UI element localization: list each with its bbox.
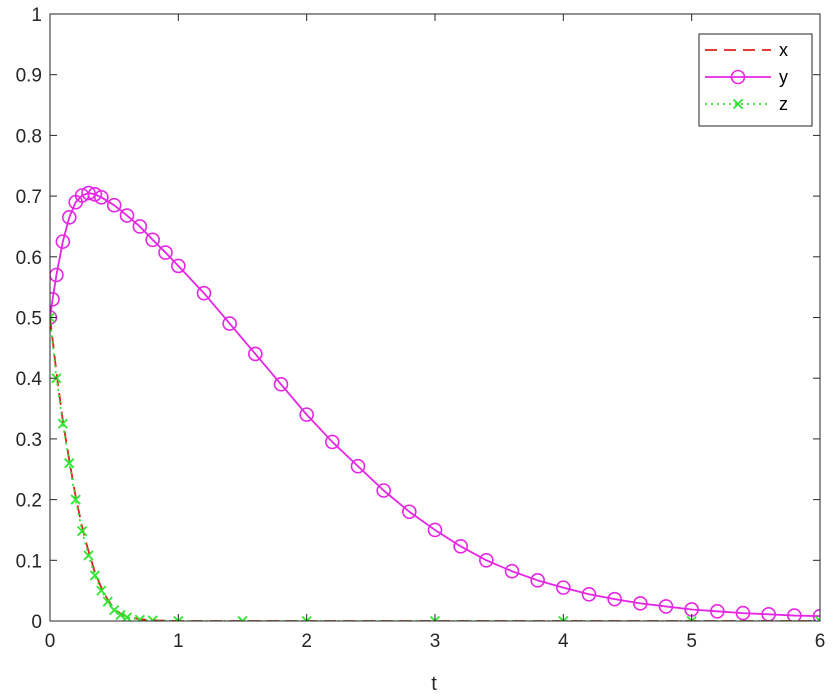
data-point-y (376, 483, 391, 498)
data-point-z (301, 615, 312, 621)
y-tick-label: 0.5 (16, 309, 42, 330)
data-point-y (196, 285, 212, 301)
legend-box (698, 33, 813, 127)
data-point-z (558, 615, 569, 621)
data-point-y (658, 599, 674, 614)
data-point-y (633, 596, 648, 611)
data-point-z (50, 312, 56, 323)
data-point-y (132, 219, 148, 234)
legend: xyz (698, 33, 813, 127)
plot-area (50, 185, 820, 621)
x-tick-label: 4 (558, 631, 569, 652)
legend-label: x (779, 40, 788, 60)
data-point-y (50, 291, 60, 307)
legend-label: y (779, 67, 788, 87)
legend-item-x: x (705, 40, 788, 60)
x-tick-label: 0 (45, 631, 56, 652)
data-point-y (427, 522, 443, 538)
data-point-y (787, 608, 802, 621)
data-point-y (530, 573, 545, 588)
data-point-y (607, 591, 622, 607)
data-point-y (106, 197, 122, 213)
series-y (50, 185, 820, 621)
data-point-y (710, 603, 725, 619)
data-point-y (299, 407, 314, 422)
y-tick-label: 1 (31, 5, 42, 26)
y-tick-label: 0.3 (16, 430, 42, 451)
series-z (50, 312, 820, 621)
data-point-y (812, 608, 820, 621)
data-point-y (248, 346, 263, 362)
legend-item-y: y (705, 67, 788, 87)
x-tick-label: 5 (686, 631, 697, 652)
legend-marker (730, 69, 746, 85)
y-tick-label: 0.2 (16, 491, 42, 512)
data-point-y (222, 316, 237, 331)
y-tick-label: 0.6 (16, 248, 42, 269)
y-tick-label: 0.7 (16, 187, 42, 208)
data-point-z (96, 585, 107, 596)
legend-marker (732, 98, 744, 110)
data-point-z (173, 615, 184, 621)
data-point-y (50, 267, 64, 283)
data-point-z (237, 615, 248, 621)
data-point-y (55, 234, 71, 249)
data-point-z (64, 458, 75, 469)
data-point-y (735, 605, 751, 621)
data-point-y (325, 434, 340, 450)
data-point-y (61, 210, 77, 225)
legend-item-z: z (705, 94, 788, 114)
data-point-z (76, 526, 88, 537)
data-point-z (102, 596, 113, 607)
data-point-z (89, 570, 101, 581)
data-point-z (429, 615, 441, 621)
y-tick-label: 0.9 (16, 66, 42, 87)
data-point-y (119, 208, 135, 223)
data-point-z (70, 494, 81, 505)
data-point-y (273, 376, 289, 392)
x-tick-label: 3 (430, 631, 441, 652)
data-point-z (115, 609, 126, 621)
data-point-z (57, 418, 68, 429)
data-point-y (350, 458, 366, 474)
data-point-z (121, 612, 133, 621)
data-point-y (581, 586, 597, 602)
y-tick-label: 0.4 (16, 369, 43, 390)
x-tick-label: 2 (301, 631, 312, 652)
legend-label: z (779, 94, 788, 114)
data-point-y (171, 258, 186, 274)
ticks: 0 1 2 3 4 5 6 0 0.1 0.2 0.3 0.4 0.5 0.6 0.7 0.8 0.9 1 (16, 5, 826, 652)
y-tick-label: 0.8 (16, 126, 42, 147)
series-line-y (50, 192, 820, 618)
x-tick-label: 1 (173, 631, 184, 652)
data-point-y (556, 580, 571, 595)
data-point-y (145, 232, 160, 248)
x-tick-label: 6 (815, 631, 826, 652)
data-point-z (109, 604, 120, 616)
data-point-z (686, 615, 697, 621)
data-point-z (134, 614, 145, 621)
data-point-y (402, 504, 417, 520)
data-point-y (504, 563, 520, 579)
data-point-y (81, 185, 96, 201)
data-point-z (83, 550, 94, 561)
y-tick-label: 0 (31, 612, 42, 633)
y-tick-label: 0.1 (16, 551, 42, 572)
x-axis-label: t (431, 673, 437, 695)
data-point-y (158, 245, 173, 260)
data-point-z (814, 615, 820, 621)
data-point-y (453, 539, 468, 554)
data-point-z (147, 615, 158, 621)
data-point-y (479, 552, 494, 568)
data-point-y (94, 190, 109, 205)
